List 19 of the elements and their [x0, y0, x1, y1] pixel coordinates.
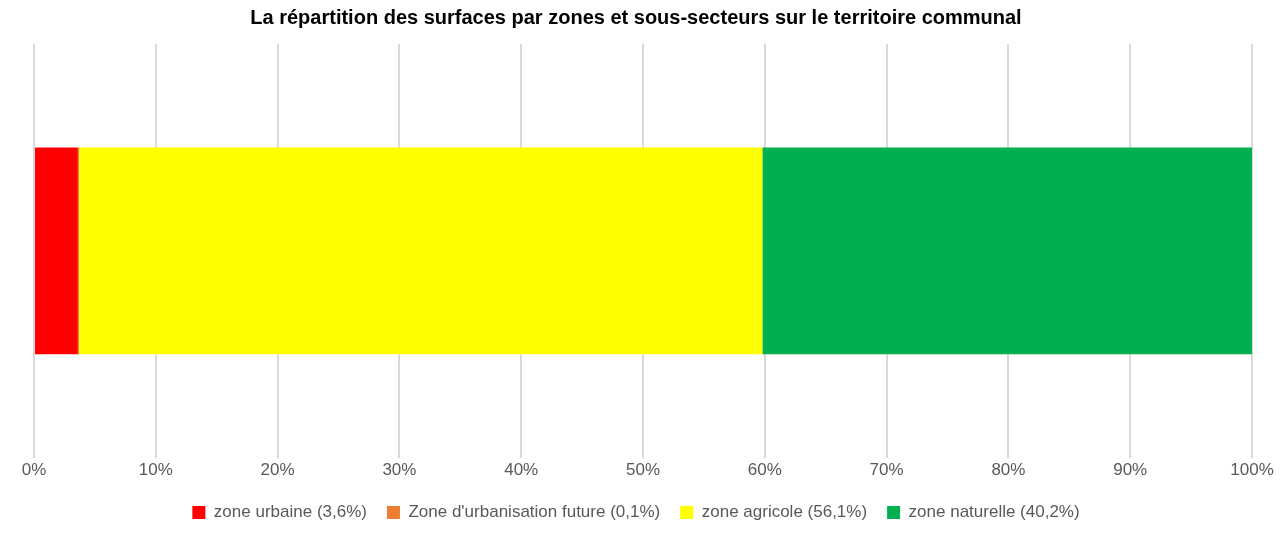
bar	[79, 147, 763, 355]
bar	[762, 147, 1252, 355]
chart-title: La répartition des surfaces par zones et sous-secteurs sur le territoire communal	[250, 5, 1022, 28]
legend-label: zone naturelle (40,2%)	[908, 502, 1080, 522]
x-tick-label: 80%	[991, 460, 1026, 480]
x-tick-label: 0%	[21, 460, 47, 480]
x-tick-label: 100%	[1230, 460, 1274, 480]
x-tick-label: 50%	[625, 460, 661, 480]
legend-label: Zone d'urbanisation future (0,1%)	[408, 502, 661, 522]
x-tick-label: 30%	[382, 460, 417, 480]
x-tick-label: 40%	[504, 460, 539, 480]
bar	[35, 147, 78, 355]
x-tick-label: 60%	[747, 460, 782, 480]
x-tick-label: 10%	[138, 460, 173, 480]
legend-label: zone agricole (56,1%)	[701, 502, 868, 522]
x-tick-label: 90%	[1113, 460, 1148, 480]
x-tick-label: 20%	[260, 460, 295, 480]
legend-label: zone urbaine (3,6%)	[213, 502, 367, 522]
x-tick-label: 70%	[869, 460, 904, 480]
